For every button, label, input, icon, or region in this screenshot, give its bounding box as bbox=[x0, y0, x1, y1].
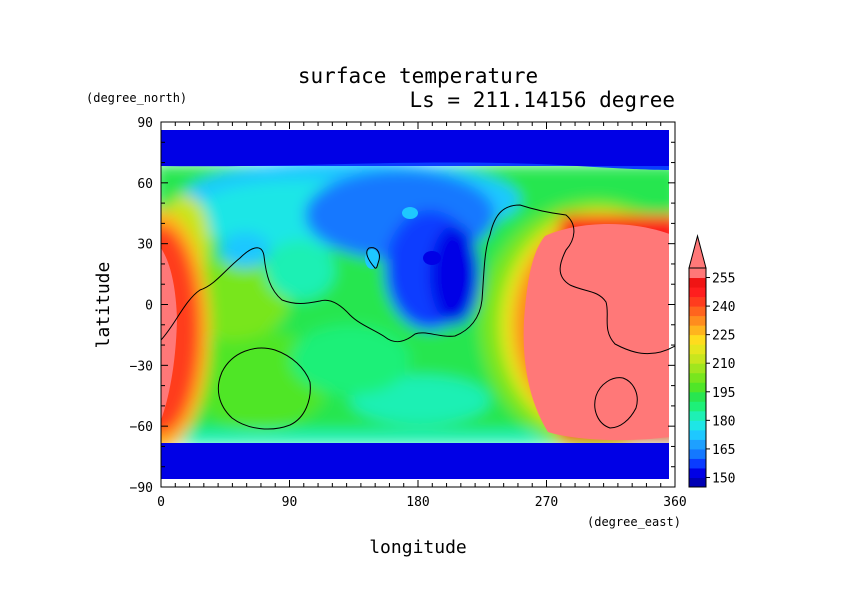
colorbar-extend-max bbox=[688, 234, 707, 269]
colorbar-swatch bbox=[689, 382, 706, 393]
colorbar-swatch bbox=[689, 458, 706, 469]
colorbar-swatch bbox=[689, 268, 706, 279]
y-tick-label: 60 bbox=[137, 177, 153, 192]
colorbar-swatch bbox=[689, 372, 706, 383]
x-tick-label: 90 bbox=[282, 495, 298, 510]
colorbar-label: 180 bbox=[712, 414, 735, 429]
y-tick-label: 0 bbox=[145, 299, 153, 314]
y-tick-label: 90 bbox=[137, 116, 153, 131]
x-tick-label: 270 bbox=[535, 495, 558, 510]
colorbar-swatch bbox=[689, 315, 706, 326]
colorbar-swatch bbox=[689, 277, 706, 288]
y-tick-label: 30 bbox=[137, 238, 153, 253]
colorbar-swatch bbox=[689, 306, 706, 317]
colorbar-label: 195 bbox=[712, 386, 735, 401]
colorbar-label: 240 bbox=[712, 300, 735, 315]
heatmap-field bbox=[161, 122, 675, 487]
colorbar: 150 165 180 195 210 225 240 255 bbox=[688, 234, 735, 488]
x-tick-label: 0 bbox=[157, 495, 165, 510]
y-tick-label: −90 bbox=[130, 481, 153, 496]
y-axis-label: latitude bbox=[93, 262, 114, 349]
colorbar-swatch bbox=[689, 448, 706, 459]
colorbar-swatch bbox=[689, 334, 706, 345]
axis-ticks bbox=[160, 121, 676, 488]
x-axis-label: longitude bbox=[369, 537, 467, 558]
colorbar-swatch bbox=[689, 420, 706, 431]
y-tick-label: −60 bbox=[130, 420, 153, 435]
colorbar-label: 165 bbox=[712, 443, 735, 458]
x-tick-label: 360 bbox=[663, 495, 686, 510]
colorbar-frame bbox=[688, 267, 707, 488]
y-tick-label: −30 bbox=[130, 359, 153, 374]
colorbar-swatch bbox=[689, 353, 706, 364]
y-units: (degree_north) bbox=[86, 91, 187, 105]
colorbar-label: 225 bbox=[712, 329, 735, 344]
chart-subtitle: Ls = 211.14156 degree bbox=[409, 88, 675, 112]
colorbar-label: 150 bbox=[712, 471, 735, 486]
colorbar-label: 255 bbox=[712, 272, 735, 287]
colorbar-swatch bbox=[689, 391, 706, 402]
topography-contour bbox=[161, 204, 675, 430]
x-tick-label: 180 bbox=[406, 495, 429, 510]
colorbar-swatch bbox=[689, 296, 706, 307]
colorbar-swatch bbox=[689, 429, 706, 440]
colorbar-swatch bbox=[689, 401, 706, 412]
colorbar-swatch bbox=[689, 410, 706, 421]
colorbar-swatch bbox=[689, 467, 706, 478]
x-units: (degree_east) bbox=[587, 515, 681, 529]
chart-title: surface temperature bbox=[298, 64, 538, 88]
colorbar-label: 210 bbox=[712, 357, 735, 372]
colorbar-swatch bbox=[689, 439, 706, 450]
colorbar-swatch bbox=[689, 325, 706, 336]
colorbar-swatch bbox=[689, 344, 706, 355]
colorbar-swatch bbox=[689, 363, 706, 374]
colorbar-swatch bbox=[689, 287, 706, 298]
colorbar-swatch bbox=[689, 477, 706, 488]
